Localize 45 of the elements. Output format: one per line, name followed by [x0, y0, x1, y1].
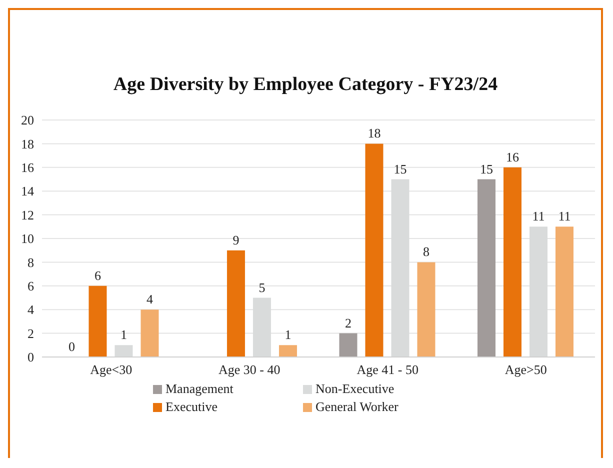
data-label: 11 [532, 208, 545, 224]
bar [140, 310, 159, 357]
x-tick-label: Age<30 [90, 362, 132, 378]
data-label: 2 [344, 315, 352, 330]
data-label: 15 [480, 161, 493, 176]
data-label: 4 [146, 292, 154, 307]
y-tick-label: 14 [21, 184, 34, 199]
y-tick-label: 12 [21, 207, 34, 222]
bar [555, 226, 574, 357]
y-tick-label: 2 [28, 326, 34, 341]
bar [226, 250, 245, 357]
bar [278, 345, 297, 357]
y-tick-label: 8 [28, 254, 34, 270]
legend-label: Executive [166, 399, 218, 415]
data-label: 9 [232, 232, 240, 248]
data-label: 6 [94, 268, 102, 283]
x-tick-label: Age 30 - 40 [218, 362, 280, 378]
data-label: 5 [258, 280, 266, 295]
bar [477, 179, 496, 357]
y-tick-label: 18 [21, 136, 34, 152]
y-tick-label: 0 [28, 350, 34, 365]
data-label: 11 [558, 208, 571, 224]
x-tick-label: Age 41 - 50 [356, 362, 418, 378]
data-label: 1 [120, 327, 127, 342]
data-label: 1 [284, 327, 292, 342]
data-label: 15 [394, 161, 407, 176]
bar [365, 144, 384, 357]
y-tick-label: 6 [28, 278, 34, 294]
data-label: 8 [422, 244, 430, 260]
bar [417, 262, 436, 357]
chart-title: Age Diversity by Employee Category - FY23/24 [112, 74, 499, 97]
legend-label: Management [166, 381, 234, 397]
bar [339, 333, 358, 357]
y-tick-label: 16 [21, 160, 34, 176]
legend-label: General Worker [316, 399, 398, 415]
bar [88, 286, 107, 357]
legend-label: Non-Executive [316, 381, 394, 397]
data-label: 0 [68, 338, 75, 354]
y-tick-label: 10 [21, 231, 34, 246]
data-label: 16 [506, 149, 520, 164]
y-tick-label: 20 [21, 112, 34, 128]
x-tick-label: Age>50 [504, 362, 547, 378]
bar [503, 167, 522, 357]
y-tick-label: 4 [28, 302, 34, 318]
data-label: 18 [368, 126, 381, 141]
